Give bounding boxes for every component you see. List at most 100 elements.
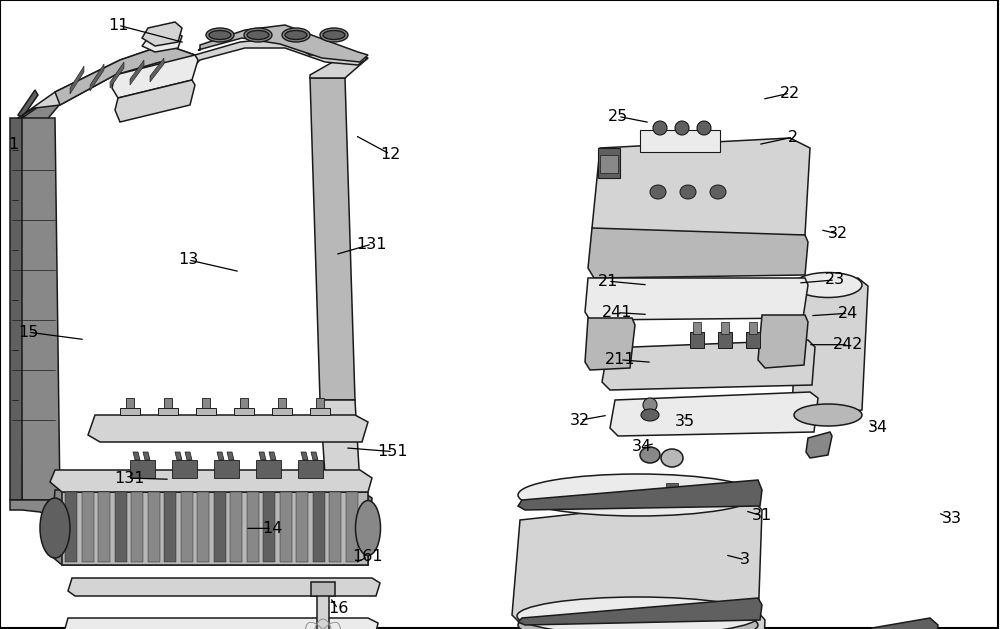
Polygon shape [518, 598, 762, 625]
Ellipse shape [680, 185, 696, 199]
Text: 3: 3 [740, 552, 750, 567]
Polygon shape [588, 228, 808, 278]
Text: 12: 12 [380, 147, 400, 162]
Ellipse shape [641, 409, 659, 421]
Polygon shape [602, 340, 815, 390]
Polygon shape [196, 408, 216, 415]
Polygon shape [585, 278, 808, 320]
Polygon shape [10, 118, 22, 500]
Text: 241: 241 [602, 305, 632, 320]
Text: 131: 131 [357, 237, 387, 252]
Ellipse shape [653, 121, 667, 135]
Text: 14: 14 [262, 521, 282, 536]
Polygon shape [98, 492, 110, 562]
Polygon shape [142, 32, 182, 52]
Polygon shape [133, 452, 140, 460]
Polygon shape [792, 278, 868, 418]
Polygon shape [65, 492, 77, 562]
Polygon shape [112, 55, 198, 98]
Polygon shape [610, 392, 818, 436]
Bar [600, 155, 618, 173]
Text: 24: 24 [838, 306, 858, 321]
Polygon shape [592, 138, 810, 240]
Bar [721, 322, 729, 334]
Ellipse shape [661, 449, 683, 467]
Polygon shape [230, 492, 242, 562]
Polygon shape [320, 400, 362, 520]
Polygon shape [130, 460, 155, 478]
Polygon shape [246, 492, 258, 562]
Polygon shape [806, 432, 832, 458]
Ellipse shape [517, 597, 759, 629]
Ellipse shape [282, 28, 310, 42]
Bar [598, 148, 620, 178]
Ellipse shape [285, 30, 307, 40]
Text: 161: 161 [353, 549, 383, 564]
Polygon shape [198, 25, 368, 62]
Bar [640, 130, 720, 152]
Polygon shape [10, 500, 110, 545]
Polygon shape [131, 492, 143, 562]
Polygon shape [195, 38, 368, 65]
Polygon shape [301, 452, 308, 460]
Text: 32: 32 [570, 413, 590, 428]
Polygon shape [234, 408, 254, 415]
Ellipse shape [518, 474, 758, 516]
Polygon shape [240, 398, 248, 408]
Polygon shape [18, 118, 60, 500]
Ellipse shape [206, 28, 234, 42]
Ellipse shape [697, 121, 711, 135]
Text: 33: 33 [942, 511, 962, 526]
Polygon shape [310, 78, 355, 400]
Text: 211: 211 [605, 352, 635, 367]
Polygon shape [22, 92, 65, 122]
Bar [746, 332, 760, 348]
Polygon shape [518, 612, 765, 629]
Polygon shape [272, 408, 292, 415]
Ellipse shape [209, 30, 231, 40]
Ellipse shape [356, 501, 380, 555]
Polygon shape [130, 60, 144, 85]
Polygon shape [82, 492, 94, 562]
Polygon shape [64, 618, 378, 629]
Text: 1: 1 [8, 137, 18, 152]
Bar [693, 322, 701, 334]
Text: 31: 31 [752, 508, 772, 523]
Polygon shape [227, 452, 234, 460]
Text: 131: 131 [115, 470, 145, 486]
Polygon shape [148, 492, 160, 562]
Polygon shape [758, 315, 808, 368]
Text: 11: 11 [108, 18, 128, 33]
Bar [311, 582, 335, 596]
Polygon shape [126, 398, 134, 408]
Polygon shape [310, 55, 368, 78]
Polygon shape [62, 492, 368, 565]
Polygon shape [120, 408, 140, 415]
Polygon shape [312, 492, 324, 562]
Polygon shape [868, 618, 938, 629]
Polygon shape [185, 452, 192, 460]
Polygon shape [172, 460, 197, 478]
Polygon shape [214, 492, 226, 562]
Text: 15: 15 [18, 325, 38, 340]
Bar [666, 483, 678, 489]
Polygon shape [256, 460, 281, 478]
Text: 22: 22 [780, 86, 800, 101]
Polygon shape [55, 48, 195, 105]
Polygon shape [50, 470, 372, 492]
Polygon shape [278, 398, 286, 408]
Ellipse shape [710, 185, 726, 199]
Polygon shape [180, 492, 192, 562]
Polygon shape [115, 80, 195, 122]
Text: 21: 21 [598, 274, 618, 289]
Polygon shape [114, 492, 126, 562]
Ellipse shape [320, 28, 348, 42]
Polygon shape [259, 452, 266, 460]
Polygon shape [311, 452, 318, 460]
Polygon shape [518, 480, 762, 510]
Polygon shape [18, 90, 38, 118]
Polygon shape [346, 492, 358, 562]
Ellipse shape [794, 272, 862, 298]
Ellipse shape [40, 498, 70, 558]
Polygon shape [142, 22, 182, 46]
